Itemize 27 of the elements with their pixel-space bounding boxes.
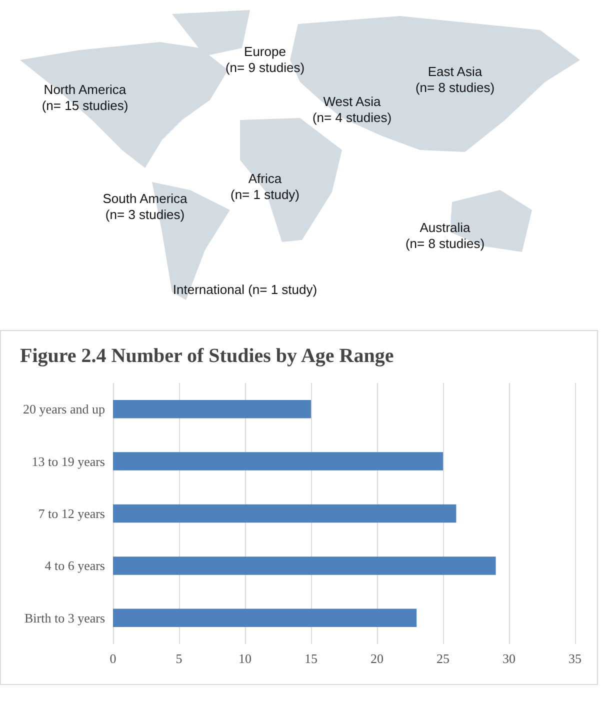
text: South America (n= 3 studies) bbox=[102, 191, 188, 223]
y-tick-label: 13 to 19 years bbox=[32, 454, 105, 469]
y-tick-label: Birth to 3 years bbox=[24, 610, 105, 626]
text: Africa (n= 1 study) bbox=[230, 171, 300, 203]
x-tick-label: 35 bbox=[568, 651, 582, 666]
y-tick-label: 20 years and up bbox=[23, 402, 105, 417]
x-tick-label: 25 bbox=[436, 651, 450, 666]
text: International (n= 1 study) bbox=[172, 282, 318, 298]
x-tick-label: 15 bbox=[304, 651, 318, 666]
bar bbox=[113, 452, 443, 470]
bar bbox=[113, 608, 417, 628]
text: East Asia (n= 8 studies) bbox=[415, 64, 495, 96]
text: Australia (n= 8 studies) bbox=[405, 220, 485, 252]
text: West Asia (n= 4 studies) bbox=[312, 94, 392, 126]
y-tick-label: 7 to 12 years bbox=[38, 506, 105, 521]
y-tick-label: 4 to 6 years bbox=[44, 558, 105, 574]
chart-title: Figure 2.4 Number of Studies by Age Range bbox=[20, 345, 394, 367]
x-tick-label: 30 bbox=[502, 651, 516, 666]
bar bbox=[113, 504, 456, 523]
x-tick-label: 10 bbox=[238, 651, 252, 666]
x-tick-label: 0 bbox=[110, 651, 116, 666]
text: North America (n= 15 studies) bbox=[42, 82, 128, 114]
x-tick-label: 5 bbox=[176, 651, 182, 666]
bar bbox=[113, 556, 496, 575]
bar bbox=[113, 400, 311, 418]
text: Europe (n= 9 studies) bbox=[225, 44, 305, 76]
x-tick-label: 20 bbox=[370, 651, 384, 666]
